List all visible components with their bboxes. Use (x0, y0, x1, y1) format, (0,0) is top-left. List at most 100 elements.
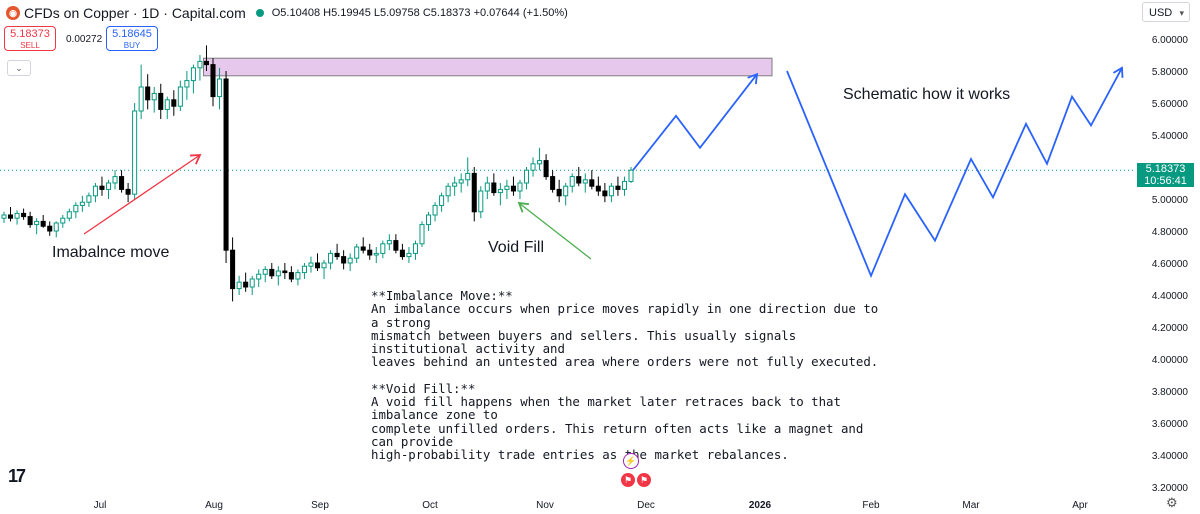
y-tick-label: 6.00000 (1152, 35, 1189, 46)
imbalance-move-label: Imabalnce move (52, 244, 170, 261)
candle-down (367, 249, 373, 256)
schematic-arrowhead (1112, 66, 1124, 78)
candle-down (40, 220, 46, 227)
symbol-title[interactable]: CFDs on Copper · 1D · Capital.com (24, 5, 246, 21)
collapse-legend-button[interactable]: ⌄ (7, 60, 31, 76)
candle-up (112, 176, 118, 184)
candle-up (60, 217, 66, 224)
candle-up (86, 195, 92, 203)
y-tick-label: 3.60000 (1152, 419, 1189, 430)
candle-down (399, 249, 405, 258)
candle-up (308, 262, 314, 267)
spread-value: 0.00272 (66, 34, 103, 45)
candle-down (171, 99, 177, 107)
void-heading: **Void Fill:** (371, 380, 476, 396)
candle-up (275, 270, 281, 277)
candle-down (491, 182, 497, 194)
capital-logo-icon: ◉ (6, 6, 20, 20)
y-tick-label: 4.20000 (1152, 323, 1189, 334)
y-tick-label: 5.60000 (1152, 99, 1189, 110)
buy-label: BUY (123, 41, 141, 50)
candle-down (602, 190, 608, 197)
candle-up (537, 160, 543, 165)
candle-up (412, 243, 418, 254)
calendar-event-icon[interactable]: ⚑ (621, 473, 635, 487)
x-tick-label: Sep (311, 500, 329, 511)
candle-down (27, 216, 33, 226)
lightning-event-icon[interactable]: ⚡ (623, 453, 639, 469)
x-tick-label: Apr (1072, 500, 1088, 511)
gear-icon[interactable]: ⚙ (1166, 495, 1178, 510)
candle-up (321, 262, 327, 269)
candle-up (151, 92, 157, 101)
candle-down (119, 176, 125, 190)
candle-up (73, 204, 79, 213)
candle-up (478, 190, 484, 213)
candle-up (465, 172, 471, 181)
candle-down (556, 188, 562, 197)
x-tick-label: Oct (422, 500, 438, 511)
candle-up (138, 86, 144, 112)
candle-up (184, 80, 190, 88)
candle-up (105, 182, 112, 190)
void-fill-arrow (518, 202, 592, 260)
void-text-line: high-probability trade entries as the ma… (371, 447, 789, 463)
sell-price: 5.18373 (10, 28, 50, 40)
ohlc-readout: O5.10408 H5.19945 L5.09758 C5.18373 +0.0… (271, 7, 568, 19)
candle-down (210, 64, 216, 98)
currency-select[interactable]: USD ▾ (1142, 2, 1190, 22)
candle-down (360, 246, 366, 251)
candle-up (504, 185, 510, 190)
y-tick-label: 4.80000 (1152, 227, 1189, 238)
candle-up (497, 188, 503, 194)
candle-down (230, 249, 236, 290)
candle-up (517, 182, 523, 192)
candle-up (236, 281, 242, 290)
candle-up (458, 179, 464, 184)
y-tick-label: 5.40000 (1152, 131, 1189, 142)
candle-up (386, 240, 392, 245)
candle-up (608, 185, 614, 197)
candle-up (445, 185, 451, 197)
candle-up (1, 214, 7, 219)
x-tick-label: Feb (862, 500, 880, 511)
x-tick-label: Aug (205, 500, 223, 511)
tradingview-logo-icon[interactable]: 17 (8, 466, 26, 486)
chevron-down-icon: ▾ (1179, 8, 1184, 18)
candle-down (543, 160, 549, 178)
current-price-badge: 5.18373 10:56:41 (1137, 163, 1194, 187)
candle-down (288, 272, 294, 280)
calendar-event-icon[interactable]: ⚑ (637, 473, 651, 487)
candle-up (177, 86, 183, 107)
candle-up (419, 224, 425, 245)
buy-price: 5.18645 (112, 28, 152, 40)
candle-down (223, 78, 229, 251)
chart-header: ◉ CFDs on Copper · 1D · Capital.com O5.1… (6, 4, 568, 22)
imbalance-arrowhead (189, 154, 202, 165)
y-tick-label: 4.60000 (1152, 259, 1189, 270)
candle-up (132, 110, 138, 195)
schematic-label: Schematic how it works (843, 86, 1011, 103)
candle-up (262, 268, 268, 275)
candle-up (301, 265, 307, 274)
void-fill-label: Void Fill (488, 239, 545, 256)
candle-down (21, 212, 27, 218)
buy-button[interactable]: 5.18645 BUY (106, 26, 158, 51)
market-open-icon (255, 9, 264, 17)
candle-down (125, 188, 131, 195)
x-tick-label: Nov (536, 500, 554, 511)
explanation-text: **Imbalance Move:** An imbalance occurs … (371, 289, 891, 462)
candle-down (269, 268, 275, 277)
imbalance-text-line: leaves behind an untested area where ord… (371, 354, 879, 370)
candle-up (484, 182, 490, 192)
current-price: 5.18373 (1145, 163, 1186, 175)
y-tick-label: 4.00000 (1152, 355, 1189, 366)
candle-up (582, 179, 588, 184)
candle-down (341, 256, 347, 264)
candle-down (145, 86, 151, 101)
y-tick-label: 5.80000 (1152, 67, 1189, 78)
candle-up (354, 246, 360, 259)
sell-button[interactable]: 5.18373 SELL (4, 26, 56, 51)
x-tick-label: Mar (962, 500, 980, 511)
